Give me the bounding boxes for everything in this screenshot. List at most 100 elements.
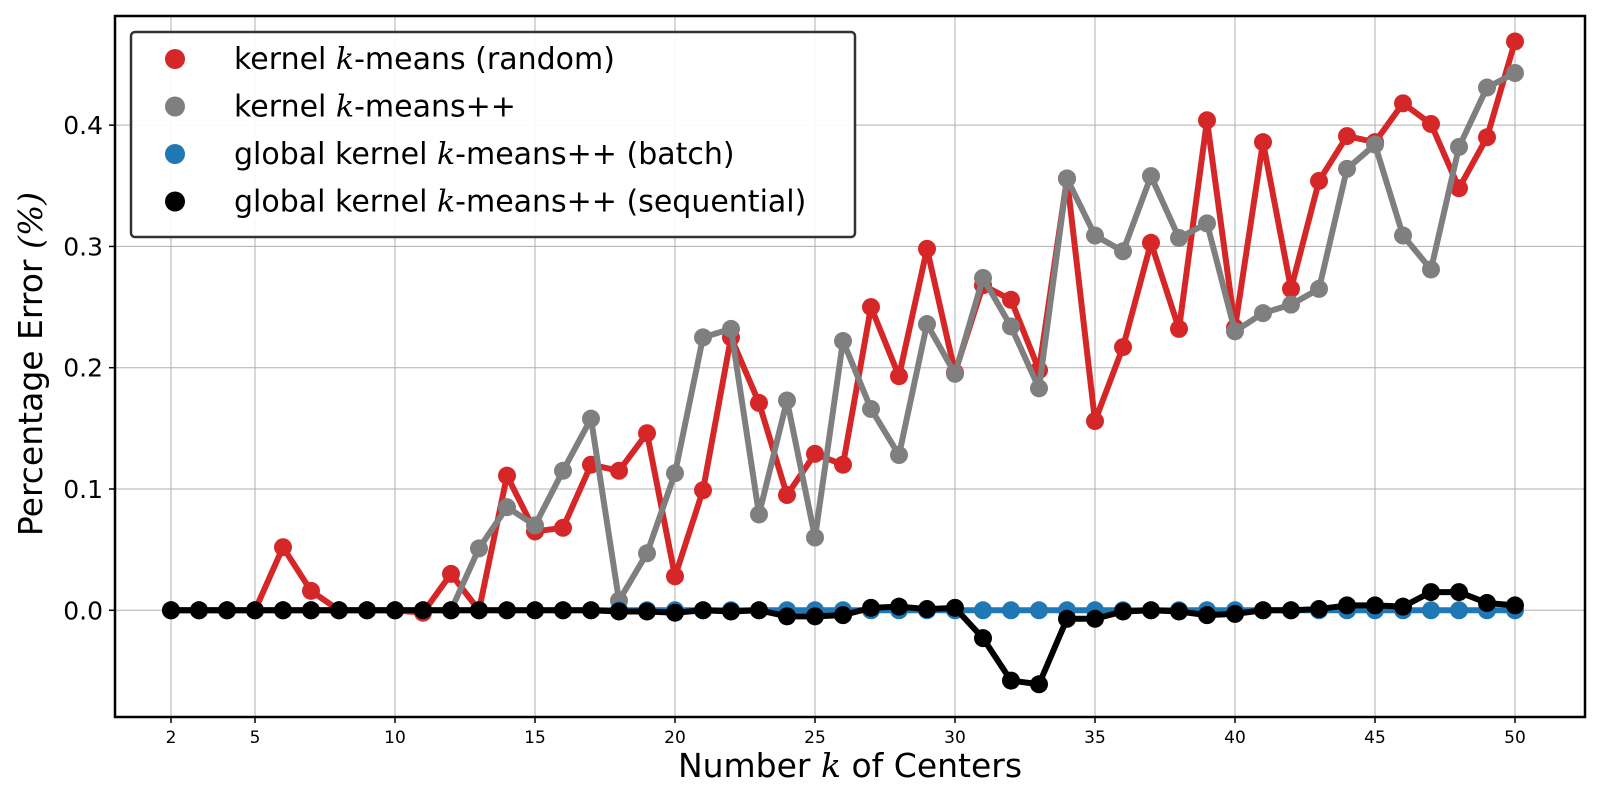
data-point bbox=[750, 393, 768, 412]
data-point bbox=[638, 602, 656, 621]
x-axis-label-after: of Centers bbox=[841, 746, 1022, 785]
data-point bbox=[1338, 127, 1356, 146]
legend-label-before: kernel bbox=[234, 42, 336, 77]
data-point bbox=[918, 239, 936, 258]
data-point bbox=[1086, 226, 1104, 245]
data-point bbox=[1506, 32, 1524, 51]
data-point bbox=[1142, 233, 1160, 252]
data-point bbox=[1478, 128, 1496, 147]
legend-box bbox=[129, 30, 857, 239]
legend-marker bbox=[165, 96, 185, 117]
x-tick-label: 25 bbox=[804, 728, 826, 748]
legend-label: global kernel k-means++ (sequential) bbox=[234, 185, 806, 220]
legend-label-var: k bbox=[437, 185, 455, 220]
x-tick-label: 35 bbox=[1084, 728, 1106, 748]
data-point bbox=[1366, 135, 1384, 154]
legend-item: kernel k-means++ bbox=[165, 90, 516, 125]
data-point bbox=[862, 598, 880, 617]
legend-marker bbox=[165, 191, 185, 212]
legend-label-after: -means (random) bbox=[354, 42, 615, 77]
data-point bbox=[834, 606, 852, 625]
data-point bbox=[722, 602, 740, 621]
y-axis-label-var: (%) bbox=[11, 192, 50, 249]
data-point bbox=[834, 332, 852, 351]
data-point bbox=[1030, 379, 1048, 398]
data-point bbox=[946, 598, 964, 617]
data-point bbox=[1310, 279, 1328, 298]
data-point bbox=[1450, 583, 1468, 602]
data-point bbox=[918, 600, 936, 619]
data-point bbox=[918, 315, 936, 334]
x-axis-label-var: k bbox=[821, 746, 841, 785]
data-point bbox=[302, 581, 320, 600]
data-point bbox=[694, 601, 712, 620]
legend-label-after: -means++ bbox=[354, 90, 516, 125]
data-point bbox=[1282, 601, 1300, 620]
data-point bbox=[274, 538, 292, 557]
data-point bbox=[722, 319, 740, 338]
legend-label: kernel k-means++ bbox=[234, 90, 516, 125]
y-tick-label: 0.3 bbox=[63, 232, 103, 261]
data-point bbox=[582, 409, 600, 428]
data-point bbox=[890, 597, 908, 616]
data-point bbox=[246, 601, 264, 620]
data-point bbox=[806, 528, 824, 547]
data-point bbox=[1422, 114, 1440, 133]
data-point bbox=[1198, 606, 1216, 625]
data-point bbox=[862, 399, 880, 418]
y-tick-label: 0.1 bbox=[63, 475, 103, 504]
y-axis-label: Percentage Error (%) bbox=[11, 192, 50, 536]
data-point bbox=[1058, 169, 1076, 188]
x-tick-label: 5 bbox=[250, 728, 261, 748]
data-point bbox=[274, 601, 292, 620]
data-point bbox=[1450, 601, 1468, 620]
y-tick-label: 0.0 bbox=[63, 596, 103, 625]
data-point bbox=[1310, 600, 1328, 619]
x-tick-label: 20 bbox=[664, 728, 686, 748]
data-point bbox=[1338, 596, 1356, 615]
legend-marker bbox=[165, 49, 185, 69]
data-point bbox=[1226, 604, 1244, 623]
data-point bbox=[1450, 137, 1468, 156]
data-point bbox=[1422, 260, 1440, 279]
data-point bbox=[1310, 171, 1328, 190]
data-point bbox=[778, 607, 796, 626]
legend-label-before: global kernel bbox=[234, 185, 437, 220]
data-point bbox=[1394, 226, 1412, 245]
legend-label-var: k bbox=[336, 42, 354, 77]
data-point bbox=[806, 444, 824, 463]
data-point bbox=[1394, 94, 1412, 113]
data-point bbox=[638, 544, 656, 563]
data-point bbox=[330, 601, 348, 620]
series-layer bbox=[162, 32, 1524, 694]
legend-marker bbox=[165, 144, 185, 164]
data-point bbox=[162, 601, 180, 620]
data-point bbox=[1002, 671, 1020, 690]
y-axis-label-before: Percentage Error bbox=[11, 249, 50, 536]
data-point bbox=[190, 601, 208, 620]
data-point bbox=[498, 466, 516, 485]
data-point bbox=[218, 601, 236, 620]
legend-label-after: -means++ (batch) bbox=[455, 137, 734, 172]
legend-item: global kernel k-means++ (sequential) bbox=[165, 185, 806, 220]
data-point bbox=[442, 601, 460, 620]
data-point bbox=[1114, 242, 1132, 261]
data-point bbox=[302, 601, 320, 620]
legend-label: global kernel k-means++ (batch) bbox=[234, 137, 735, 172]
data-point bbox=[442, 564, 460, 583]
data-point bbox=[974, 268, 992, 287]
data-point bbox=[778, 391, 796, 410]
data-point bbox=[1506, 64, 1524, 83]
data-point bbox=[974, 629, 992, 648]
data-point bbox=[946, 364, 964, 383]
data-point bbox=[1002, 317, 1020, 336]
data-point bbox=[1226, 322, 1244, 341]
legend-item: global kernel k-means++ (batch) bbox=[165, 137, 735, 172]
data-point bbox=[1170, 319, 1188, 338]
data-point bbox=[890, 367, 908, 386]
data-point bbox=[1030, 675, 1048, 694]
data-point bbox=[1450, 179, 1468, 198]
data-point bbox=[778, 486, 796, 505]
data-point bbox=[834, 455, 852, 474]
data-point bbox=[1170, 602, 1188, 621]
